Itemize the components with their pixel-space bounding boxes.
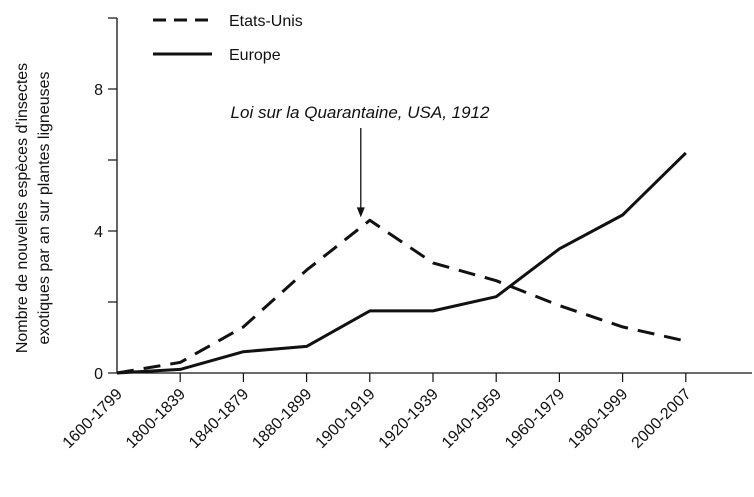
series-layer [116,151,687,375]
legend-label: Etats-Unis [229,13,303,30]
annotation-arrow-head [356,207,365,218]
y-tick-label: 8 [94,82,103,99]
x-tick-label: 1880-1899 [249,386,315,452]
x-tick-label: 1940-1959 [439,386,505,452]
x-tick-label: 1920-1939 [376,386,442,452]
x-tick-label: 1900-1919 [313,386,379,452]
y-axis-title-line: exotiques par an sur plantes ligneuses [36,71,53,344]
annotation-layer: Loi sur la Quarantaine, USA, 1912 [231,103,490,218]
series-line-europe [116,151,687,375]
x-tick-label: 2000-2007 [629,386,695,452]
y-axis-title-line: Nombre de nouvelles espèces d'insectes [14,63,31,353]
x-tick-label: 1840-1879 [186,386,252,452]
axes: 0481600-17991800-18391840-18791880-18991… [14,17,752,452]
x-tick-label: 1960-1979 [502,386,568,452]
annotation-text: Loi sur la Quarantaine, USA, 1912 [231,103,490,122]
y-tick-label: 4 [94,224,103,241]
x-tick-label: 1600-1799 [60,386,126,452]
x-tick-label: 1980-1999 [565,386,631,452]
y-axis-title: Nombre de nouvelles espèces d'insectes ex… [14,63,53,353]
series-line-etats-unis [116,218,687,375]
legend: Etats-Unis Europe [153,13,303,64]
y-tick-label: 0 [94,366,103,383]
x-tick-label: 1800-1839 [123,386,189,452]
legend-label: Europe [229,47,281,64]
